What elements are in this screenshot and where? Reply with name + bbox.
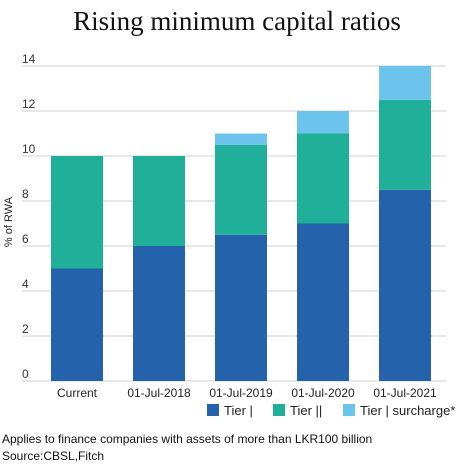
bar-segment bbox=[379, 189, 431, 381]
bars bbox=[51, 66, 431, 381]
y-tick-label: 14 bbox=[22, 52, 36, 66]
bar-segment bbox=[51, 268, 103, 381]
legend-swatch bbox=[273, 404, 285, 416]
bar-segment bbox=[297, 223, 349, 381]
footnote: Applies to finance companies with assets… bbox=[2, 432, 373, 446]
y-tick-label: 2 bbox=[22, 322, 29, 336]
bar-segment bbox=[297, 111, 349, 134]
x-tick-label: 01-Jul-2021 bbox=[373, 386, 437, 400]
legend-label: Tier || bbox=[290, 403, 322, 418]
bar-segment bbox=[215, 144, 267, 235]
y-tick-label: 4 bbox=[22, 277, 29, 291]
legend: Tier | Tier || Tier | surcharge* bbox=[207, 403, 455, 418]
legend-label: Tier | surcharge* bbox=[360, 403, 455, 418]
y-tick-label: 10 bbox=[22, 142, 36, 156]
legend-swatch bbox=[207, 404, 219, 416]
bar-segment bbox=[379, 99, 431, 190]
y-tick-labels: 0 2 4 6 8 10 12 14 bbox=[22, 52, 36, 381]
chart-title: Rising minimum capital ratios bbox=[73, 6, 401, 36]
y-tick-label: 12 bbox=[22, 97, 36, 111]
legend-swatch bbox=[343, 404, 355, 416]
bar-segment bbox=[133, 246, 185, 381]
x-tick-label: 01-Jul-2020 bbox=[291, 386, 355, 400]
bar-segment bbox=[379, 66, 431, 100]
bar-segment bbox=[297, 133, 349, 224]
bar-segment bbox=[51, 156, 103, 269]
legend-label: Tier | bbox=[224, 403, 253, 418]
y-tick-label: 8 bbox=[22, 187, 29, 201]
bar-segment bbox=[133, 156, 185, 246]
source-note: Source:CBSL,Fitch bbox=[2, 449, 105, 463]
y-tick-label: 0 bbox=[22, 367, 29, 381]
x-tick-label: 01-Jul-2019 bbox=[209, 386, 273, 400]
bar-segment bbox=[215, 133, 267, 145]
y-tick-label: 6 bbox=[22, 232, 29, 246]
stacked-bar-chart: 0 2 4 6 8 10 12 14 Current 01-Jul-2018 01-Jul-201… bbox=[3, 52, 455, 418]
x-tick-labels: Current 01-Jul-2018 01-Jul-2019 01-Jul-2020… bbox=[57, 386, 437, 400]
x-tick-label: 01-Jul-2018 bbox=[127, 386, 191, 400]
x-tick-label: Current bbox=[57, 386, 98, 400]
y-axis-label: % of RWA bbox=[3, 196, 15, 247]
bar-segment bbox=[215, 234, 267, 381]
